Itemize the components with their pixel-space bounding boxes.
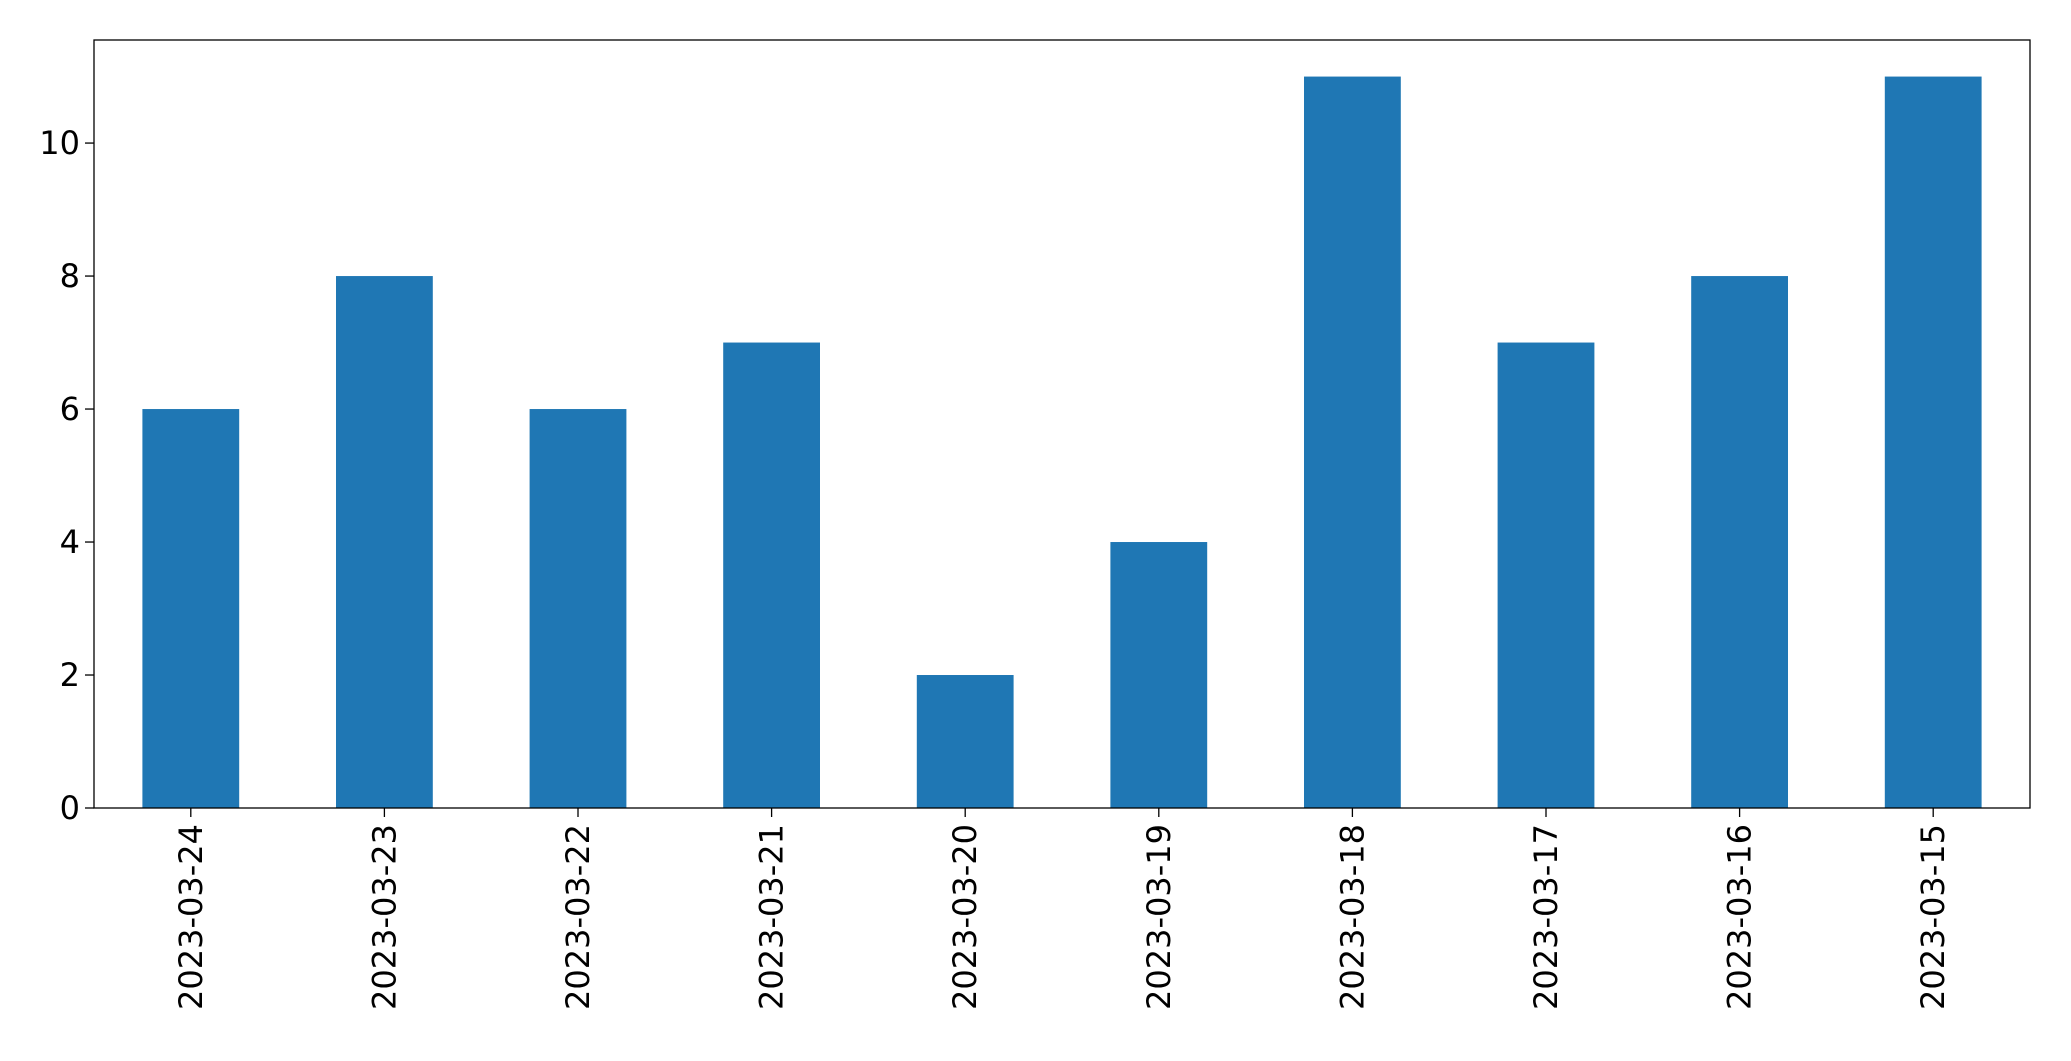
bar [1691, 276, 1788, 808]
y-tick-label: 8 [60, 257, 80, 295]
y-tick-label: 10 [39, 124, 80, 162]
axes-frame [93, 39, 2031, 809]
bar [916, 675, 1014, 808]
y-tick-label: 2 [60, 656, 80, 694]
x-tick-label: 2023-03-17 [1527, 824, 1565, 1010]
bar [336, 276, 433, 808]
y-tick-label: 4 [60, 523, 80, 561]
x-tick-label: 2023-03-20 [946, 824, 984, 1010]
x-tick-label: 2023-03-15 [1914, 824, 1952, 1010]
bar [1884, 76, 1982, 809]
x-tick-label: 2023-03-23 [365, 824, 403, 1010]
bar [1497, 342, 1595, 808]
y-tick-label: 6 [60, 390, 80, 428]
bar [723, 342, 820, 808]
bar [1304, 76, 1401, 809]
bar [1110, 542, 1208, 808]
bar [529, 409, 627, 808]
bar [142, 409, 240, 808]
x-tick-label: 2023-03-21 [753, 824, 791, 1010]
x-tick-label: 2023-03-22 [559, 824, 597, 1010]
y-tick-label: 0 [60, 789, 80, 827]
x-tick-label: 2023-03-24 [172, 824, 210, 1010]
x-tick-label: 2023-03-19 [1140, 824, 1178, 1010]
x-tick-label: 2023-03-18 [1333, 824, 1371, 1010]
x-tick-label: 2023-03-16 [1721, 824, 1759, 1010]
